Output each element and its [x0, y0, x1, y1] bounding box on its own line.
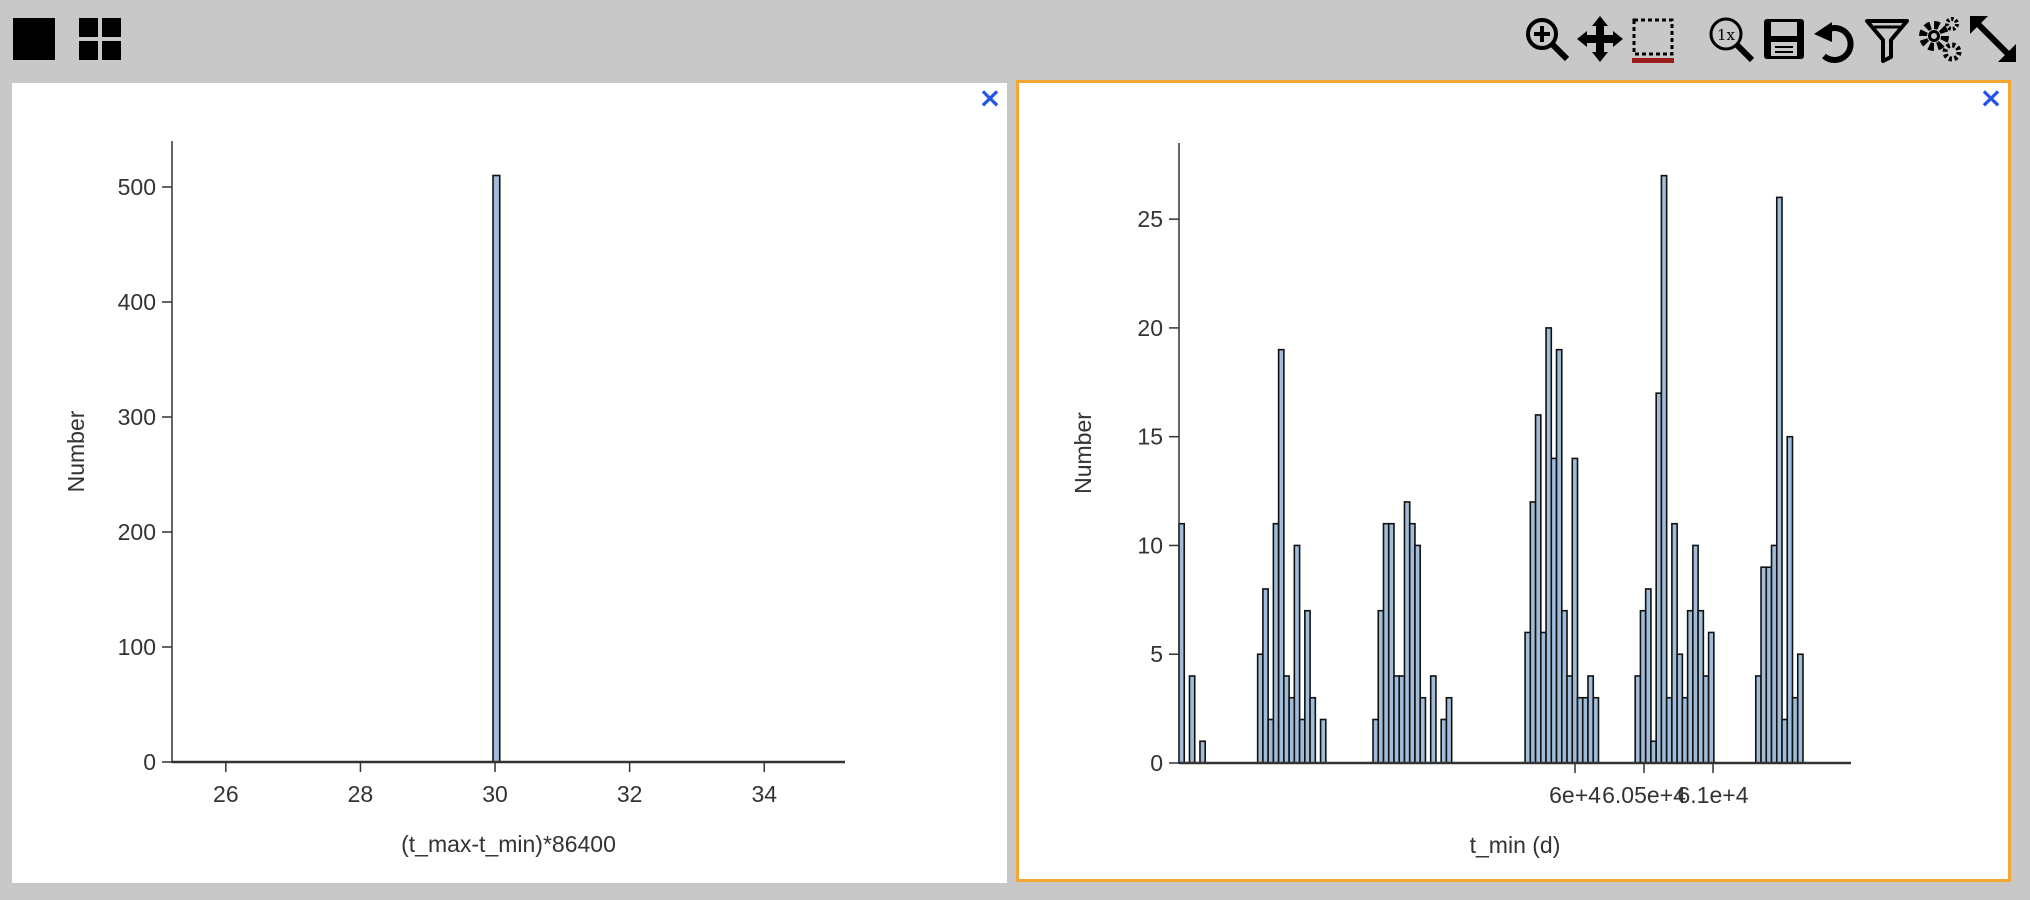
histogram-bar — [1429, 675, 1437, 764]
histogram-bar — [1796, 653, 1804, 764]
y-tick-label: 300 — [118, 404, 156, 430]
save-icon[interactable] — [1759, 14, 1809, 64]
histogram-bar — [1707, 631, 1715, 764]
zoom-reset-icon[interactable]: 1x — [1706, 14, 1756, 64]
y-tick-label: 0 — [143, 749, 156, 775]
y-tick-label: 500 — [118, 174, 156, 200]
svg-text:1x: 1x — [1717, 26, 1736, 44]
y-tick-label: 0 — [1150, 750, 1163, 776]
y-tick-label: 25 — [1137, 206, 1163, 232]
x-axis-label: t_min (d) — [1470, 832, 1561, 858]
box-select-icon[interactable] — [1628, 14, 1678, 64]
x-tick-label: 6.1e+4 — [1678, 782, 1749, 808]
y-tick-label: 200 — [118, 519, 156, 545]
histogram-bar — [1199, 740, 1207, 764]
y-axis-label: Number — [1070, 412, 1096, 494]
y-tick-label: 400 — [118, 289, 156, 315]
settings-icon[interactable] — [1914, 14, 1964, 64]
y-tick-label: 5 — [1150, 641, 1163, 667]
right-plot-panel: × 0 5 10 15 20 25 6e+4 6.05e+4 6.1e+4 t_min (d) Nu… — [1016, 80, 2011, 882]
y-tick-label: 20 — [1137, 315, 1163, 341]
toolbar: 1x — [0, 0, 2030, 82]
left-histogram-chart: 0 100 200 300 400 500 26 28 30 32 34 (t_max-t_min)*… — [63, 141, 845, 857]
y-tick-label: 10 — [1137, 532, 1163, 558]
histogram-bar — [1592, 696, 1600, 764]
x-tick-label: 6.05e+4 — [1602, 782, 1686, 808]
histogram-bar — [1178, 522, 1186, 764]
single-view-icon[interactable] — [10, 14, 60, 64]
histogram-bar — [1319, 718, 1327, 764]
histogram-bar — [1644, 588, 1652, 764]
close-left-panel-button[interactable]: × — [978, 81, 1002, 114]
y-tick-label: 15 — [1137, 424, 1163, 450]
zoom-in-icon[interactable] — [1522, 14, 1572, 64]
histogram-bar — [1419, 696, 1427, 764]
x-tick-label: 30 — [482, 781, 508, 807]
y-axis-label: Number — [63, 410, 89, 492]
histogram-bar — [1188, 675, 1196, 764]
x-tick-label: 28 — [348, 781, 374, 807]
pan-icon[interactable] — [1575, 14, 1625, 64]
y-tick-label: 100 — [118, 634, 156, 660]
left-plot-panel: × 0 100 200 300 400 500 26 28 30 32 34 (t_max-t_min… — [12, 83, 1007, 883]
histogram-bar — [1660, 174, 1668, 764]
x-tick-label: 26 — [213, 781, 239, 807]
right-histogram-chart: 0 5 10 15 20 25 6e+4 6.05e+46.1e+4 t_min (d) Numb… — [1070, 143, 1851, 858]
histogram-bar — [492, 174, 501, 763]
x-tick-label: 6e+4 — [1549, 782, 1601, 808]
x-axis-label: (t_max-t_min)*86400 — [401, 831, 616, 857]
histogram-bar — [1309, 696, 1317, 764]
x-tick-label: 34 — [751, 781, 777, 807]
histogram-bar — [1445, 696, 1453, 764]
undo-icon[interactable] — [1810, 14, 1860, 64]
histogram-bar — [1775, 196, 1783, 764]
x-tick-label: 32 — [617, 781, 643, 807]
filter-icon[interactable] — [1862, 14, 1912, 64]
expand-icon[interactable] — [1968, 14, 2018, 64]
grid-view-icon[interactable] — [75, 14, 125, 64]
close-right-panel-button[interactable]: × — [1979, 81, 2003, 114]
